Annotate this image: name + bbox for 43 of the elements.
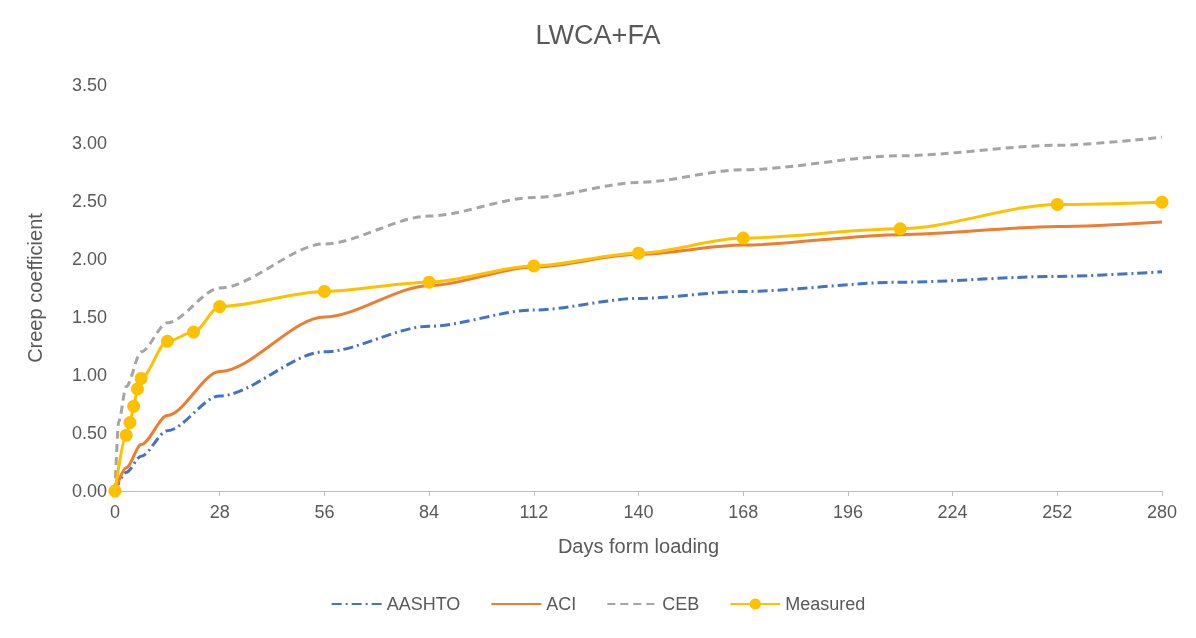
x-tick-label: 280 [1146, 502, 1178, 522]
y-tick-label: 2.00 [71, 249, 107, 269]
y-tick-label: 2.50 [71, 191, 107, 211]
point [1050, 197, 1064, 211]
point [187, 325, 201, 339]
point [893, 222, 907, 236]
x-tick-label: 196 [832, 502, 863, 522]
point [213, 300, 227, 314]
x-tick-label: 140 [623, 502, 654, 522]
x-tick-label: 112 [519, 502, 549, 522]
chart-title: LWCA+FA [535, 19, 661, 50]
point [632, 246, 645, 260]
x-tick-label: 56 [314, 502, 335, 522]
point [1155, 195, 1169, 209]
x-tick-label: 168 [728, 502, 759, 522]
y-tick-label: 3.00 [71, 133, 107, 153]
x-tick-label: 252 [1042, 502, 1073, 522]
y-axis-title: Creep coefficient [24, 212, 46, 363]
y-tick-label: 1.00 [71, 365, 107, 385]
point [317, 284, 331, 298]
y-tick-label: 0.00 [71, 481, 107, 501]
y-tick-label: 1.50 [71, 307, 107, 327]
point [736, 231, 750, 245]
y-tick-label: 0.50 [71, 423, 107, 443]
y-tick-label: 3.50 [71, 75, 107, 95]
point [130, 382, 144, 396]
point [119, 428, 133, 442]
point [422, 275, 436, 289]
point [123, 416, 137, 430]
point [160, 334, 174, 348]
x-axis-title: Days form loading [557, 535, 720, 557]
x-tick-label: 224 [937, 502, 968, 522]
x-tick-label: 0 [109, 502, 121, 522]
legend-label: CEB [662, 594, 700, 614]
x-tick-label: 84 [419, 502, 440, 522]
legend-label: Measured [785, 594, 866, 614]
legend-label: AASHTO [386, 594, 461, 614]
point [127, 399, 141, 413]
x-tick-label: 28 [209, 502, 230, 522]
legend-label: ACI [546, 594, 577, 614]
point [527, 259, 541, 273]
point [108, 484, 122, 498]
point [134, 371, 148, 385]
